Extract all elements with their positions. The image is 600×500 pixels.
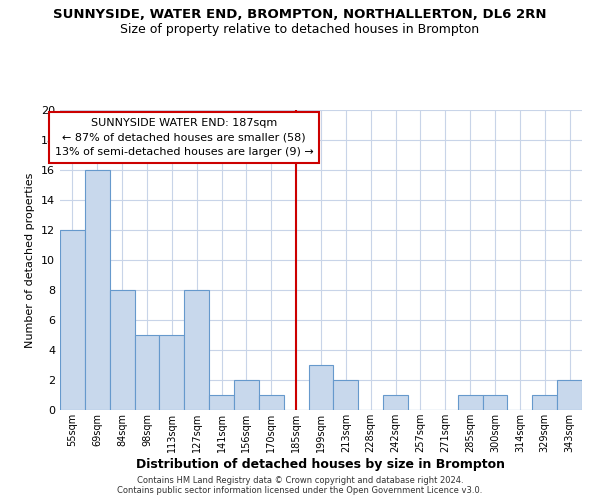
Bar bbox=[458, 395, 482, 410]
Bar bbox=[259, 395, 284, 410]
Bar bbox=[334, 380, 358, 410]
Bar bbox=[134, 335, 160, 410]
Text: SUNNYSIDE, WATER END, BROMPTON, NORTHALLERTON, DL6 2RN: SUNNYSIDE, WATER END, BROMPTON, NORTHALL… bbox=[53, 8, 547, 20]
Bar bbox=[110, 290, 134, 410]
Bar bbox=[234, 380, 259, 410]
Text: Contains public sector information licensed under the Open Government Licence v3: Contains public sector information licen… bbox=[118, 486, 482, 495]
Y-axis label: Number of detached properties: Number of detached properties bbox=[25, 172, 35, 348]
Bar bbox=[532, 395, 557, 410]
Text: SUNNYSIDE WATER END: 187sqm
← 87% of detached houses are smaller (58)
13% of sem: SUNNYSIDE WATER END: 187sqm ← 87% of det… bbox=[55, 118, 314, 157]
Bar bbox=[184, 290, 209, 410]
Text: Contains HM Land Registry data © Crown copyright and database right 2024.: Contains HM Land Registry data © Crown c… bbox=[137, 476, 463, 485]
Bar bbox=[85, 170, 110, 410]
Bar bbox=[209, 395, 234, 410]
Bar bbox=[308, 365, 334, 410]
Bar bbox=[160, 335, 184, 410]
Text: Size of property relative to detached houses in Brompton: Size of property relative to detached ho… bbox=[121, 22, 479, 36]
X-axis label: Distribution of detached houses by size in Brompton: Distribution of detached houses by size … bbox=[137, 458, 505, 471]
Bar bbox=[482, 395, 508, 410]
Bar bbox=[557, 380, 582, 410]
Bar bbox=[383, 395, 408, 410]
Bar bbox=[60, 230, 85, 410]
